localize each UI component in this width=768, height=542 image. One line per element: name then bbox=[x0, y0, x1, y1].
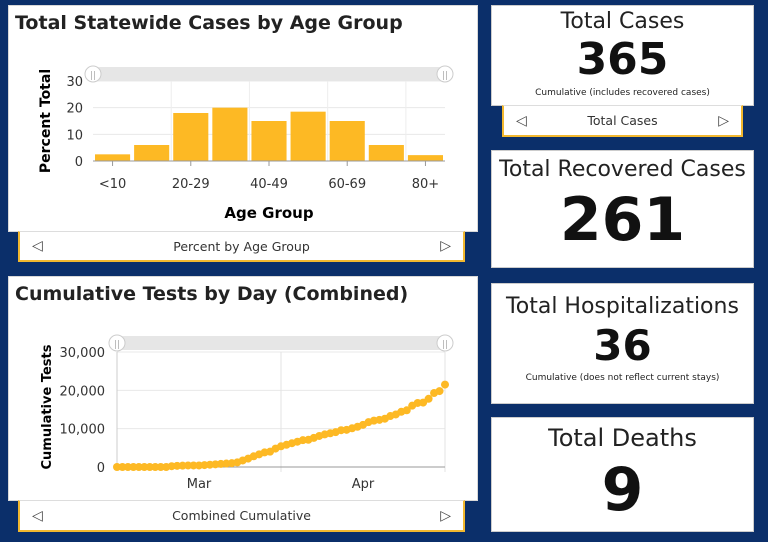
range-slider-handle[interactable] bbox=[84, 65, 102, 83]
data-point bbox=[129, 463, 138, 471]
data-point bbox=[123, 463, 132, 471]
card-title: Total Hospitalizations bbox=[506, 294, 739, 319]
bar bbox=[212, 107, 248, 161]
range-slider-handle[interactable] bbox=[436, 334, 454, 352]
card-value: 36 bbox=[593, 321, 652, 370]
card-subtitle: Cumulative (does not reflect current sta… bbox=[525, 373, 720, 383]
range-slider-track[interactable] bbox=[93, 67, 445, 81]
handle-grip-icon: || bbox=[442, 71, 448, 81]
data-point bbox=[151, 463, 160, 471]
handle-grip-icon: || bbox=[90, 71, 96, 81]
data-point bbox=[113, 463, 121, 471]
age-chart-panel: Total Statewide Cases by Age Group 0 10 20… bbox=[8, 5, 478, 232]
chevron-right-icon[interactable]: ▷ bbox=[718, 112, 729, 129]
bar bbox=[251, 121, 287, 161]
x-tick-label: 60-69 bbox=[328, 177, 366, 192]
y-tick-label: 10,000 bbox=[60, 423, 106, 438]
bar bbox=[407, 155, 443, 161]
chevron-left-icon[interactable]: ◁ bbox=[516, 112, 527, 129]
x-tick-label: <10 bbox=[99, 177, 126, 192]
card-title: Total Cases bbox=[560, 9, 685, 34]
hospitalizations-card: Total Hospitalizations 36 Cumulative (do… bbox=[491, 283, 754, 404]
data-point bbox=[184, 461, 193, 470]
bar bbox=[329, 121, 365, 161]
card-value: 9 bbox=[601, 455, 644, 525]
card-title: Total Recovered Cases bbox=[499, 157, 746, 182]
y-tick-label: 0 bbox=[75, 155, 83, 170]
tests-selector-label: Combined Cumulative bbox=[172, 508, 311, 523]
data-point bbox=[441, 380, 449, 389]
bar bbox=[290, 111, 326, 161]
data-point bbox=[435, 387, 444, 396]
deaths-card: Total Deaths 9 bbox=[491, 417, 754, 532]
age-chart-selector[interactable]: ◁ Percent by Age Group ▷ bbox=[18, 231, 465, 262]
bar bbox=[173, 113, 209, 161]
bar bbox=[134, 145, 170, 161]
total-cases-card: Total Cases 365 Cumulative (includes rec… bbox=[491, 5, 754, 106]
x-tick-label: Mar bbox=[187, 477, 212, 492]
y-tick-label: 30,000 bbox=[60, 346, 106, 361]
bar bbox=[95, 154, 131, 161]
data-point bbox=[134, 463, 143, 471]
chevron-right-icon[interactable]: ▷ bbox=[440, 507, 451, 524]
age-bar-chart: 0 10 20 30 <10 20-29 40-49 60-69 80+ Age Group Per… bbox=[38, 65, 454, 222]
card-title: Total Deaths bbox=[548, 424, 697, 452]
data-point bbox=[140, 463, 149, 471]
age-selector-label: Percent by Age Group bbox=[173, 238, 310, 254]
tests-line-chart: 0 10,000 20,000 30,000 Mar Apr Cumulative Test… bbox=[40, 334, 454, 492]
y-axis-label: Cumulative Tests bbox=[40, 344, 55, 469]
tests-chart-selector[interactable]: ◁ Combined Cumulative ▷ bbox=[18, 500, 465, 532]
card-subtitle: Cumulative (includes recovered cases) bbox=[535, 88, 710, 98]
data-point bbox=[118, 463, 127, 471]
card-value: 261 bbox=[559, 185, 686, 255]
x-tick-label: 40-49 bbox=[250, 177, 288, 192]
range-slider-track[interactable] bbox=[117, 336, 445, 350]
x-axis-label: Age Group bbox=[224, 204, 313, 222]
chevron-left-icon[interactable]: ◁ bbox=[32, 507, 43, 524]
recovered-card: Total Recovered Cases 261 bbox=[491, 150, 754, 268]
range-slider-handle[interactable] bbox=[108, 334, 126, 352]
y-tick-label: 0 bbox=[97, 461, 105, 476]
chevron-right-icon[interactable]: ▷ bbox=[440, 238, 451, 254]
data-point bbox=[156, 463, 165, 471]
data-point bbox=[145, 463, 154, 471]
x-tick-label: Apr bbox=[352, 477, 375, 492]
handle-grip-icon: || bbox=[114, 340, 120, 350]
y-tick-label: 10 bbox=[66, 128, 83, 143]
handle-grip-icon: || bbox=[442, 340, 448, 350]
y-tick-label: 20 bbox=[66, 102, 83, 117]
range-slider-handle[interactable] bbox=[436, 65, 454, 83]
card-value: 365 bbox=[576, 34, 669, 85]
bar bbox=[368, 145, 404, 161]
cases-selector-label: Total Cases bbox=[587, 113, 658, 128]
x-tick-label: 20-29 bbox=[172, 177, 210, 192]
tests-chart-title: Cumulative Tests by Day (Combined) bbox=[15, 283, 409, 305]
tests-chart-panel: Cumulative Tests by Day (Combined) 0 10,0… bbox=[8, 276, 478, 501]
age-chart-title: Total Statewide Cases by Age Group bbox=[15, 12, 403, 34]
data-point bbox=[424, 394, 433, 403]
chevron-left-icon[interactable]: ◁ bbox=[32, 238, 43, 254]
y-tick-label: 20,000 bbox=[60, 384, 106, 399]
data-point bbox=[402, 406, 411, 415]
x-tick-label: 80+ bbox=[412, 177, 439, 192]
data-point bbox=[189, 461, 198, 470]
y-axis-label: Percent Total bbox=[38, 69, 54, 173]
y-tick-label: 30 bbox=[66, 75, 83, 90]
cases-selector[interactable]: ◁ Total Cases ▷ bbox=[502, 105, 743, 137]
